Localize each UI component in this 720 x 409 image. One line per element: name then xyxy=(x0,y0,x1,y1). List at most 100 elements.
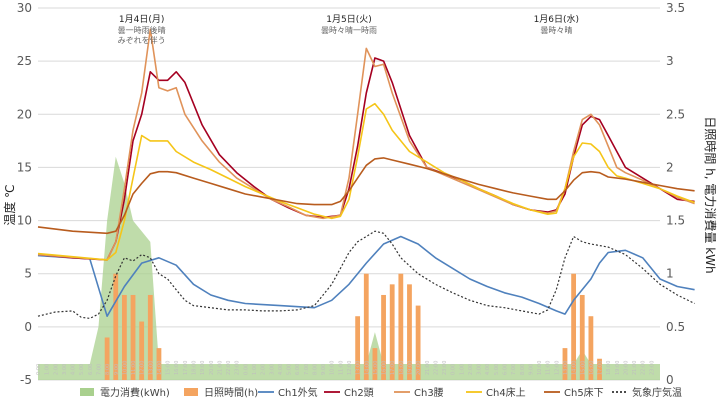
legend-label-ch2: Ch2頭 xyxy=(344,387,374,399)
bar-sunshine xyxy=(156,348,162,380)
x-tick-hour: 10:00 xyxy=(537,361,543,375)
x-tick-hour: 16:00 xyxy=(589,361,595,375)
y-tick-left: -5 xyxy=(20,373,32,387)
legend-label-ch3: Ch3腰 xyxy=(414,387,444,399)
x-tick-hour: 2:00 xyxy=(261,364,267,375)
bar-sunshine xyxy=(121,294,127,380)
x-tick-hour: 8:00 xyxy=(105,364,111,375)
legend-label-sunshine: 日照時間(h) xyxy=(204,387,258,399)
y-tick-right: 3 xyxy=(666,54,674,68)
x-tick-hour: 8:00 xyxy=(520,364,526,375)
x-tick-hour: 21:00 xyxy=(632,361,638,375)
y-tick-right: 0 xyxy=(666,373,674,387)
x-tick-hour: 10:00 xyxy=(330,361,336,375)
x-tick-hour: 21:00 xyxy=(425,361,431,375)
day-weather-label: 曇一時雨後晴 xyxy=(118,25,166,35)
x-tick-hour: 16:00 xyxy=(174,361,180,375)
x-tick-hour: 2:00 xyxy=(53,364,59,375)
x-tick-hour: 14:00 xyxy=(157,361,163,375)
x-tick-hour: 11:00 xyxy=(131,361,137,375)
series-line-ch2 xyxy=(37,57,695,261)
x-tick-hour: 12:00 xyxy=(554,361,560,375)
legend-swatch-power xyxy=(80,388,94,396)
x-tick-hour: 11:00 xyxy=(546,361,552,375)
x-tick-hour: 20:00 xyxy=(209,361,215,375)
x-tick-hour: 13:00 xyxy=(563,361,569,375)
x-tick-hour: 17:00 xyxy=(183,361,189,375)
x-tick-hour: 2:00 xyxy=(468,364,474,375)
x-tick-hour: 19:00 xyxy=(407,361,413,375)
x-tick-hour: 3:00 xyxy=(62,364,68,375)
x-tick-hour: 5:00 xyxy=(79,364,85,375)
x-tick-hour: 16:00 xyxy=(382,361,388,375)
x-tick-hour: 18:00 xyxy=(192,361,198,375)
y-axis-right-title: 日照時間 h, 電力消費量 kWh xyxy=(703,116,718,273)
x-tick-hour: 14:00 xyxy=(364,361,370,375)
x-tick-hour: 8:00 xyxy=(312,364,318,375)
bar-sunshine xyxy=(415,305,421,380)
x-tick-hour: 0:00 xyxy=(243,364,249,375)
day-date-label: 1月6日(水) xyxy=(534,13,579,25)
x-tick-hour: 12:00 xyxy=(347,361,353,375)
area-power xyxy=(38,156,660,380)
bar-sunshine xyxy=(588,316,594,380)
bar-sunshine xyxy=(355,316,361,380)
y-tick-left: 10 xyxy=(17,214,32,228)
legend-label-ch1: Ch1外気 xyxy=(278,386,318,399)
x-tick-hour: 15:00 xyxy=(580,361,586,375)
x-tick-hour: 12:00 xyxy=(140,361,146,375)
series-line-ch1 xyxy=(37,235,695,318)
x-tick-hour: 7:00 xyxy=(511,364,517,375)
x-tick-hour: 22:00 xyxy=(226,361,232,375)
x-tick-hour: 22:00 xyxy=(641,361,647,375)
bar-sunshine xyxy=(130,294,136,380)
x-tick-hour: 1:00 xyxy=(45,364,51,375)
y-tick-right: 3.5 xyxy=(666,1,685,15)
bar-sunshine xyxy=(104,337,110,380)
y-tick-left: 20 xyxy=(17,107,32,121)
x-tick-hour: 0:00 xyxy=(451,364,457,375)
x-tick-hour: 23:00 xyxy=(442,361,448,375)
x-tick-hour: 21:00 xyxy=(217,361,223,375)
legend-label-jma: 気象庁気温 xyxy=(632,386,682,399)
x-tick-hour: 5:00 xyxy=(494,364,500,375)
legend-swatch-sunshine xyxy=(184,388,198,396)
x-tick-hour: 1:00 xyxy=(459,364,465,375)
x-tick-hour: 23:00 xyxy=(235,361,241,375)
x-tick-hour: 11:00 xyxy=(338,361,344,375)
y-tick-left: 15 xyxy=(17,160,32,174)
y-tick-right: 1.5 xyxy=(666,214,685,228)
x-tick-hour: 4:00 xyxy=(71,364,77,375)
series-line-ch3 xyxy=(37,28,695,261)
x-tick-hour: 6:00 xyxy=(503,364,509,375)
x-tick-hour: 0:00 xyxy=(36,364,42,375)
y-axis-left-title: 温度 ℃ xyxy=(2,184,17,225)
y-tick-left: 25 xyxy=(17,54,32,68)
x-tick-hour: 17:00 xyxy=(598,361,604,375)
x-tick-hour: 18:00 xyxy=(606,361,612,375)
x-tick-hour: 5:00 xyxy=(287,364,293,375)
y-tick-right: 1 xyxy=(666,267,674,281)
bar-sunshine xyxy=(571,273,577,380)
x-tick-hour: 14:00 xyxy=(572,361,578,375)
legend-label-ch5: Ch5床下 xyxy=(564,386,604,399)
x-tick-hour: 10:00 xyxy=(122,361,128,375)
bar-sunshine xyxy=(147,294,153,380)
y-tick-right: 2 xyxy=(666,160,674,174)
bar-sunshine xyxy=(381,294,386,380)
series-line-jma xyxy=(37,230,695,319)
y-tick-left: 0 xyxy=(24,320,32,334)
x-tick-hour: 20:00 xyxy=(416,361,422,375)
x-tick-hour: 9:00 xyxy=(114,364,120,375)
bar-sunshine xyxy=(113,273,119,380)
bar-sunshine xyxy=(372,348,378,380)
x-tick-hour: 7:00 xyxy=(304,364,310,375)
bar-sunshine xyxy=(597,358,602,380)
x-tick-hour: 7:00 xyxy=(96,364,102,375)
legend-label-ch4: Ch4床上 xyxy=(486,386,526,399)
series-line-ch5 xyxy=(37,157,695,235)
bar-sunshine xyxy=(398,273,404,380)
x-tick-hour: 20:00 xyxy=(623,361,629,375)
